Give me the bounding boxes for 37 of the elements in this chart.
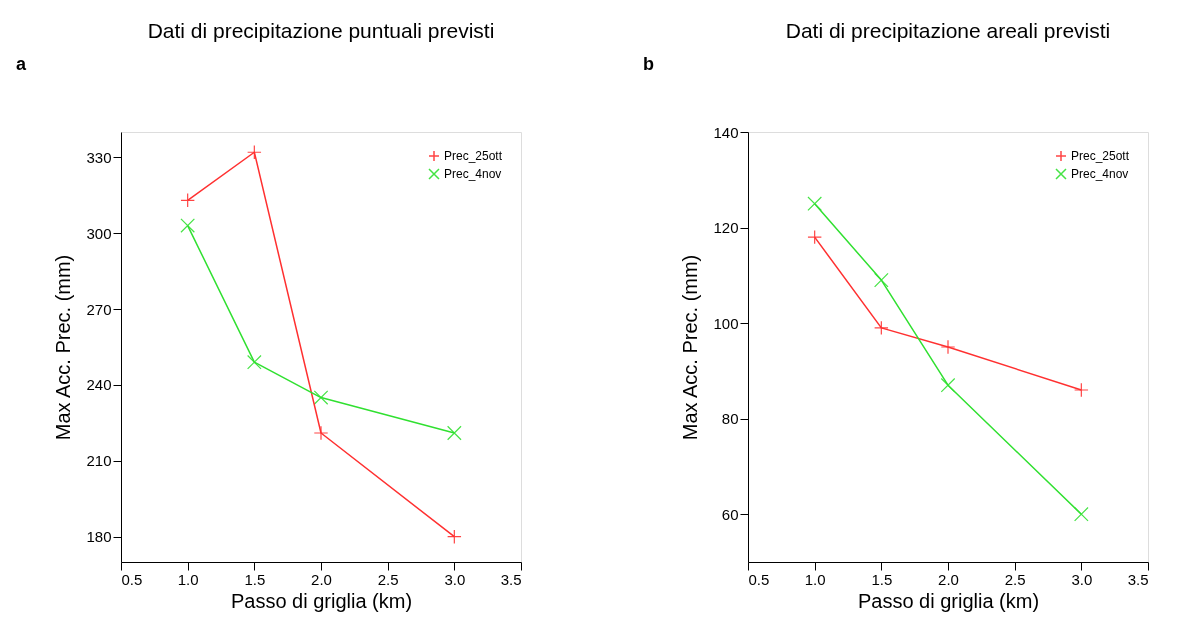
y-tick-label: 240 bbox=[86, 376, 112, 394]
y-tick-label: 100 bbox=[713, 314, 739, 332]
x-tick-label: 0.5 bbox=[748, 570, 770, 588]
x-tick-label: 2.0 bbox=[938, 570, 959, 588]
y-tick-label: 270 bbox=[86, 300, 112, 318]
x-axis-title: Passo di griglia (km) bbox=[857, 589, 1040, 612]
x-tick-label: 3.0 bbox=[444, 570, 466, 588]
x-tick-label: 1.5 bbox=[244, 570, 266, 588]
x-tick-label: 2.0 bbox=[311, 570, 332, 588]
y-tick-label: 120 bbox=[713, 219, 739, 237]
y-tick-label: 180 bbox=[86, 528, 112, 546]
x-tick-label: 2.5 bbox=[1004, 570, 1026, 588]
y-tick-label: 300 bbox=[86, 224, 112, 242]
legend-label: Prec_4nov bbox=[444, 167, 502, 181]
legend-label: Prec_4nov bbox=[1071, 167, 1129, 181]
x-axis-title: Passo di griglia (km) bbox=[230, 589, 413, 612]
text: b bbox=[643, 54, 654, 74]
x-tick-label: 1.5 bbox=[871, 570, 893, 588]
y-tick-label: 60 bbox=[721, 505, 739, 523]
x-tick-label: 2.5 bbox=[377, 570, 399, 588]
y-axis-title: Max Acc. Prec. (mm) bbox=[679, 254, 702, 441]
x-tick-label: 1.0 bbox=[177, 570, 199, 588]
legend-label: Prec_25ott bbox=[444, 149, 503, 163]
x-tick-label: 1.0 bbox=[804, 570, 826, 588]
y-tick-label: 330 bbox=[86, 148, 112, 166]
y-tick-label: 210 bbox=[86, 452, 112, 470]
text: a bbox=[16, 54, 27, 74]
y-axis-title: Max Acc. Prec. (mm) bbox=[52, 254, 75, 441]
x-tick-label: 0.5 bbox=[121, 570, 143, 588]
x-tick-label: 3.5 bbox=[500, 570, 522, 588]
chart-title: Dati di precipitazione puntuali previsti bbox=[147, 19, 495, 42]
y-tick-label: 140 bbox=[713, 123, 739, 141]
legend-label: Prec_25ott bbox=[1071, 149, 1130, 163]
chart-title: Dati di precipitazione areali previsti bbox=[785, 19, 1111, 42]
y-tick-label: 80 bbox=[721, 410, 739, 428]
x-tick-label: 3.5 bbox=[1127, 570, 1149, 588]
x-tick-label: 3.0 bbox=[1071, 570, 1093, 588]
